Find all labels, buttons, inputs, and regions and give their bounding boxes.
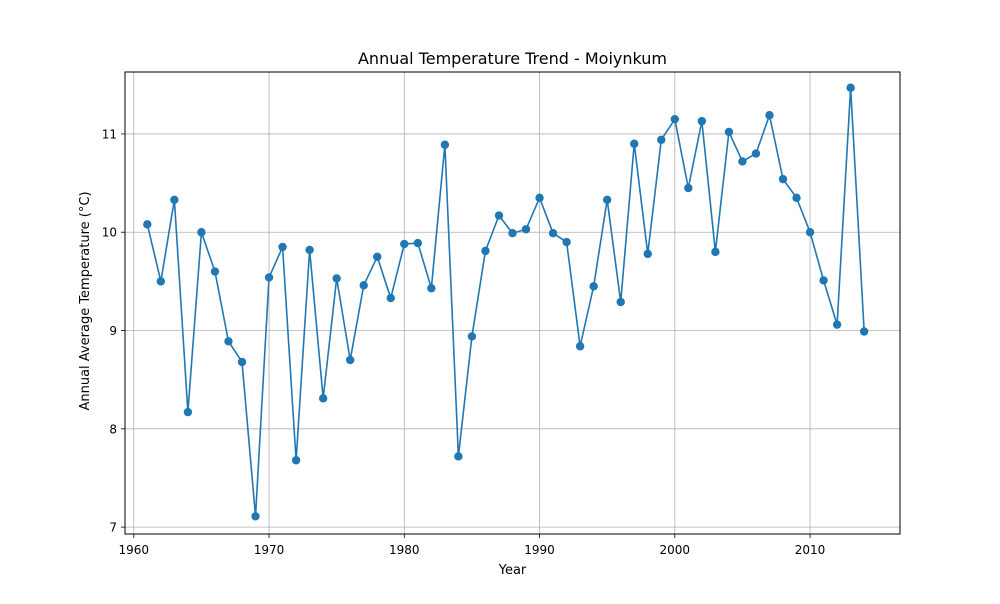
data-point (183, 407, 193, 417)
data-point (630, 139, 639, 148)
data-point (697, 116, 707, 126)
data-point (427, 284, 436, 293)
data-point (440, 140, 450, 149)
data-point (237, 357, 247, 367)
data-point (778, 174, 788, 184)
data-point (751, 149, 761, 158)
data-point (224, 337, 233, 346)
x-tick-label: 1990 (524, 543, 555, 557)
data-point (548, 229, 558, 238)
data-point (156, 277, 166, 286)
data-point (400, 239, 409, 249)
data-point (589, 282, 598, 291)
chart-title: Annual Temperature Trend - Moiynkum (358, 49, 667, 68)
data-point (359, 281, 368, 290)
plot-frame (124, 71, 901, 535)
x-tick-label: 1970 (254, 543, 285, 557)
data-point (724, 127, 734, 137)
data-point (792, 193, 801, 203)
y-axis-label: Annual Average Temperature (°C) (78, 191, 93, 410)
y-tick-label: 11 (102, 127, 117, 141)
y-tick-label: 9 (109, 324, 117, 338)
data-point (210, 267, 220, 276)
data-point (521, 225, 531, 234)
data-point (738, 157, 747, 166)
x-tick-label: 1960 (119, 543, 150, 557)
data-point (291, 456, 301, 465)
x-tick-label: 2010 (795, 543, 826, 557)
data-point (251, 512, 260, 521)
x-axis-label: Year (498, 563, 527, 578)
data-point (143, 220, 152, 229)
data-point (575, 342, 585, 351)
data-point (765, 111, 774, 120)
data-point (332, 274, 341, 283)
data-point (535, 193, 544, 203)
y-axis-ticks: 7 8 9 10 11 (102, 127, 125, 535)
data-point (684, 183, 693, 193)
data-point (657, 135, 666, 145)
data-point (819, 276, 828, 285)
y-tick-label: 7 (109, 521, 117, 535)
data-point (305, 245, 314, 255)
x-tick-label: 1980 (389, 543, 420, 557)
y-tick-label: 10 (102, 226, 117, 240)
data-point (386, 293, 395, 303)
data-point (454, 452, 463, 461)
data-point (170, 195, 179, 204)
data-point (278, 242, 287, 252)
x-tick-label: 2000 (660, 543, 691, 557)
data-point (711, 247, 720, 257)
data-point (197, 228, 206, 237)
series-layer (143, 83, 869, 521)
x-axis-ticks: 1960 1970 1980 1990 2000 2010 (119, 534, 826, 557)
data-point (494, 211, 504, 220)
data-point (616, 297, 625, 307)
data-point (373, 252, 382, 261)
data-point (467, 332, 477, 341)
data-point (846, 83, 855, 92)
data-point (481, 246, 490, 256)
data-point (670, 114, 680, 124)
data-point (859, 327, 869, 336)
y-tick-label: 8 (109, 422, 117, 436)
data-point (264, 273, 274, 282)
data-point (508, 229, 517, 238)
data-point (602, 195, 612, 204)
data-point (318, 394, 328, 403)
data-point (413, 238, 423, 248)
data-point (643, 249, 652, 259)
data-point (562, 237, 571, 247)
data-point (805, 228, 815, 237)
data-point (345, 355, 355, 365)
data-point (832, 320, 842, 329)
